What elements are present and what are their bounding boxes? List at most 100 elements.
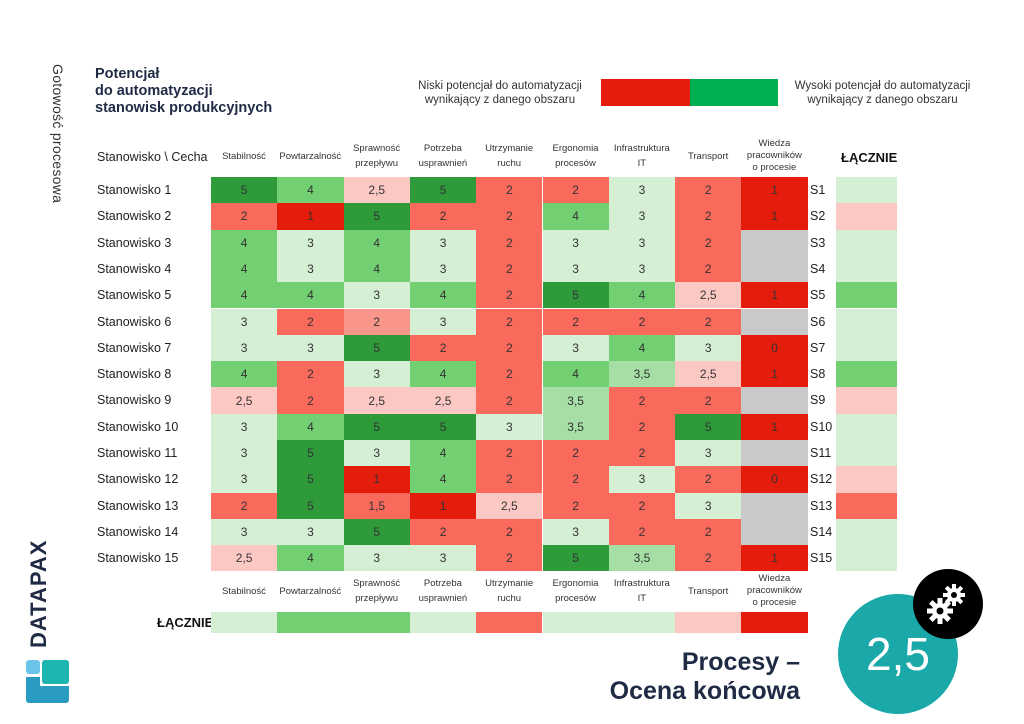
heatmap-cell: 4	[277, 413, 344, 440]
gears-icon	[913, 569, 983, 639]
heatmap-cell: 2	[542, 466, 609, 493]
column-total-cell	[277, 612, 344, 633]
column-total-cell	[211, 612, 278, 633]
row-total-cell	[836, 255, 897, 283]
row-label: Stanowisko 15	[97, 551, 179, 566]
heatmap-cell: 3	[211, 308, 278, 335]
bottom-column-header: Utrzymanie ruchu	[476, 574, 542, 608]
heatmap-cell: 1	[741, 413, 808, 440]
legend-high-label: Wysoki potencjał do automatyzacji wynika…	[794, 80, 971, 106]
header-text: Sprawność	[353, 143, 401, 154]
row-total-cell	[836, 308, 897, 335]
row-code: S5	[810, 288, 826, 303]
legend-low-label: Niski potencjał do automatyzacji wynikaj…	[418, 80, 582, 106]
final-title-line: Procesy –	[681, 648, 800, 676]
header-text: Wiedza	[758, 573, 791, 584]
header-text: Powtarzalność	[279, 585, 342, 597]
header-text: procesów	[555, 158, 596, 169]
heatmap-cell: 4	[277, 177, 344, 204]
top-column-header: Utrzymanie ruchu	[476, 139, 542, 173]
row-label: Stanowisko 7	[97, 340, 172, 355]
heatmap-cell: 4	[211, 255, 278, 283]
row-total-cell	[836, 492, 897, 519]
heatmap-cell: 2	[675, 203, 742, 230]
row-label: Stanowisko 8	[97, 367, 172, 382]
heatmap-cell: 1	[409, 492, 477, 519]
row-label: Stanowisko 6	[97, 314, 172, 329]
heatmap-cell: 2	[608, 308, 676, 335]
row-label: Stanowisko 14	[97, 524, 179, 539]
heatmap-cell: 3	[542, 334, 609, 362]
heatmap-cell: 3,5	[608, 361, 676, 388]
heatmap-cell: 2	[675, 308, 742, 335]
section-title-vertical: Gotowość procesowa	[50, 64, 66, 204]
heatmap-cell: 4	[409, 361, 477, 388]
heatmap-cell: 1	[741, 282, 808, 309]
heatmap-cell: 2	[277, 387, 344, 414]
top-column-header: Sprawność przepływu	[344, 139, 410, 173]
heatmap-cell: 4	[211, 282, 278, 309]
top-column-header: Infrastruktura IT	[609, 139, 675, 173]
bottom-column-header: Powtarzalność	[277, 574, 343, 608]
heatmap-cell: 2	[211, 203, 278, 230]
row-total-cell	[836, 518, 897, 546]
heatmap-cell	[741, 518, 808, 546]
heatmap-cell: 3	[211, 466, 278, 493]
heatmap-cell: 2	[343, 308, 410, 335]
header-text: Ergonomia	[552, 143, 599, 154]
column-total-cell	[608, 612, 676, 633]
heatmap-cell: 5	[343, 203, 410, 230]
top-column-header: Powtarzalność	[277, 139, 343, 173]
row-code: S12	[810, 472, 833, 487]
header-text: procesów	[555, 593, 596, 604]
row-code: S6	[810, 314, 826, 329]
header-text: IT	[637, 593, 647, 604]
row-total-cell	[836, 361, 897, 388]
heatmap-cell: 1	[343, 466, 410, 493]
row-code: S9	[810, 393, 826, 408]
heatmap-cell: 3	[608, 255, 676, 283]
title-line: do automatyzacji	[95, 83, 213, 99]
row-code: S15	[810, 551, 833, 566]
header-text: Potrzeba	[423, 143, 462, 154]
heatmap-cell: 3	[211, 413, 278, 440]
row-total-cell	[836, 334, 897, 362]
heatmap-cell: 3	[608, 203, 676, 230]
heatmap-cell: 0	[741, 466, 808, 493]
heatmap-cell: 4	[608, 282, 676, 309]
heatmap-cell: 3	[343, 545, 410, 572]
heatmap-cell: 2,5	[211, 545, 278, 572]
row-label: Stanowisko 13	[97, 498, 179, 513]
row-label: Stanowisko 3	[97, 235, 172, 250]
bottom-column-header: Ergonomia procesów	[543, 574, 609, 608]
heatmap-cell: 1	[741, 203, 808, 230]
heatmap-cell: 2	[675, 255, 742, 283]
heatmap-cell: 3	[343, 282, 410, 309]
corner-label: Stanowisko \ Cecha	[97, 150, 208, 164]
heatmap-cell: 2	[542, 440, 609, 467]
heatmap-cell: 3	[675, 334, 742, 362]
heatmap-cell: 3	[675, 492, 742, 519]
heatmap-cell: 3	[277, 518, 344, 546]
heatmap-cell: 1	[741, 177, 808, 204]
heatmap-cell: 3	[277, 229, 344, 256]
column-total-cell	[542, 612, 609, 633]
heatmap-cell: 4	[211, 361, 278, 388]
heatmap-cell: 2	[542, 492, 609, 519]
total-column-header: ŁĄCZNIE	[841, 150, 898, 165]
bottom-column-header: Sprawność przepływu	[344, 574, 410, 608]
heatmap-cell: 2,5	[343, 177, 410, 204]
row-label: Stanowisko 2	[97, 209, 172, 224]
heatmap-cell: 2,5	[476, 492, 543, 519]
heatmap-cell: 4	[409, 440, 477, 467]
header-text: usprawnień	[418, 158, 468, 169]
column-total-cell	[741, 612, 808, 633]
heatmap-cell: 5	[542, 282, 609, 309]
heatmap-cell: 3	[409, 308, 477, 335]
heatmap-cell: 2	[211, 492, 278, 519]
heatmap-cell: 2	[608, 440, 676, 467]
heatmap-cell: 4	[343, 229, 410, 256]
legend-color-bar	[601, 79, 778, 106]
heatmap-cell: 2	[409, 334, 477, 362]
heatmap-cell: 2	[542, 177, 609, 204]
